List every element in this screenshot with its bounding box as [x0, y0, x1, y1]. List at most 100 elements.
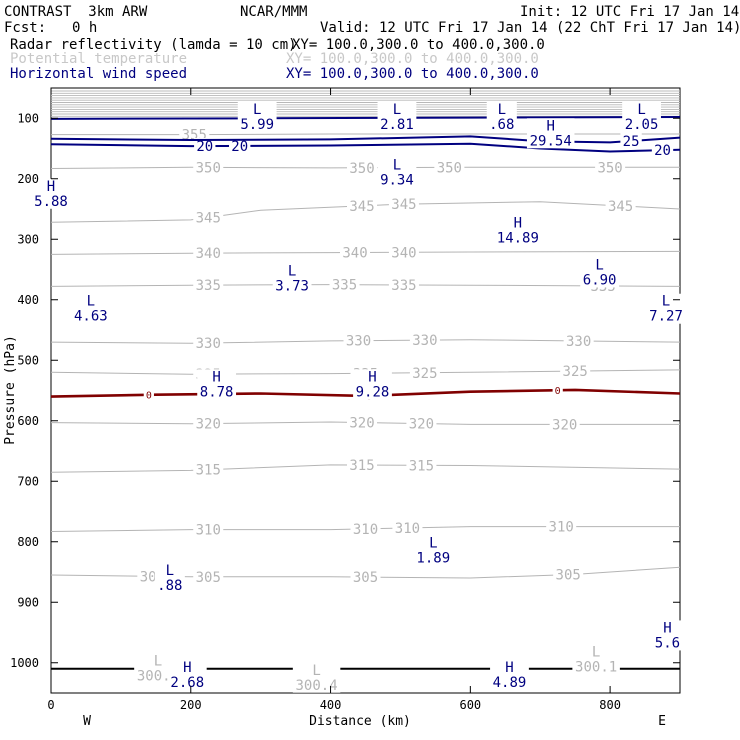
- extremum-value: 14.89: [497, 231, 539, 247]
- extremum-label-bg: [237, 101, 277, 132]
- theta-contour-label-bg: [346, 457, 378, 474]
- theta-contour-label-340: 340: [342, 245, 367, 261]
- theta-contour-label-320: 320: [409, 417, 434, 433]
- extremum-value: 300.4: [295, 678, 337, 694]
- wind-contour-label-bg: [229, 137, 251, 154]
- y-tick-label: 1000: [10, 656, 39, 670]
- extremum-value: 2.05: [625, 117, 659, 133]
- theta-contour-label-310: 310: [395, 521, 420, 537]
- extremum-marker-L: L: [662, 294, 670, 310]
- wind-contour-label-20: 20: [231, 139, 248, 155]
- forecast-hour: 0 h: [72, 20, 98, 36]
- theta-contour-label-bg: [553, 566, 584, 583]
- field-xy-theta: XY= 100.0,300.0 to 400.0,300.0: [286, 51, 539, 67]
- init-time: Init: 12 UTC Fri 17 Jan 14: [520, 4, 740, 20]
- extremum-marker-H: H: [546, 118, 554, 134]
- wind-contour-label-bg: [620, 132, 642, 149]
- extremum-label-bg: [71, 293, 111, 324]
- theta-contour-label-bg: [350, 569, 381, 586]
- y-tick-label: 800: [17, 535, 39, 549]
- theta-contour-label-bg: [193, 461, 224, 478]
- extremum-label-bg: [580, 257, 620, 288]
- theta-contour-label-bg: [406, 457, 437, 474]
- extremum-marker-L: L: [253, 102, 261, 118]
- theta-contour-label-305: 305: [196, 570, 221, 586]
- extremum-marker-L: L: [87, 294, 95, 310]
- extremum-marker-L: L: [393, 102, 401, 118]
- theta-contour-label-bg: [560, 363, 591, 380]
- extremum-label-bg: [272, 263, 312, 294]
- y-tick-label: 700: [17, 474, 39, 488]
- wind-contour-label-20: 20: [196, 139, 213, 155]
- theta-contour-label-320: 320: [349, 416, 374, 432]
- zero-contour-label-0: 0: [146, 390, 152, 401]
- y-tick-label: 400: [17, 293, 39, 307]
- extremum-value: 8.78: [200, 384, 234, 400]
- zero-contour-label-0: 0: [555, 386, 561, 397]
- theta-contour-label-bg: [193, 159, 224, 176]
- theta-contour-label-330: 330: [196, 336, 221, 352]
- extremum-marker-L: L: [312, 663, 320, 679]
- extremum-label-bg: [292, 662, 341, 693]
- y-tick-label: 600: [17, 414, 39, 428]
- extremum-value: 4.89: [493, 675, 527, 691]
- extremum-label-bg: [31, 178, 71, 209]
- theta-contour-label-350: 350: [437, 160, 462, 176]
- field-xy-wind: XY= 100.0,300.0 to 400.0,300.0: [286, 66, 539, 82]
- extremum-value: 9.28: [356, 384, 390, 400]
- extremum-marker-L: L: [592, 645, 600, 661]
- theta-contour-label-bg: [406, 415, 437, 432]
- theta-contour-label-bg: [193, 335, 224, 352]
- wind-contour-label-bg: [194, 138, 216, 155]
- theta-contour-label-320: 320: [552, 417, 577, 433]
- extremum-marker-H: H: [505, 660, 513, 676]
- theta-contour-label-bg: [549, 416, 580, 433]
- theta-contour-label-305: 305: [556, 568, 581, 584]
- theta-contour-label-330: 330: [412, 333, 437, 349]
- theta-contour-line-315: [50, 464, 681, 473]
- theta-contour-label-bg: [605, 197, 636, 214]
- theta-contour-label-330: 330: [346, 334, 371, 350]
- extrema-labels: L5.99L2.81L.68L2.05H29.54L9.34H5.88H14.8…: [31, 101, 686, 694]
- theta-contour-line-310: [50, 526, 680, 532]
- theta-contour-label-bg: [392, 519, 423, 536]
- theta-contour-label-335: 335: [391, 278, 416, 294]
- extremum-label-bg: [572, 644, 620, 675]
- theta-contour-label-bg: [193, 415, 224, 432]
- extremum-marker-L: L: [288, 263, 296, 279]
- field-xy-reflectivity: XY= 100.0,300.0 to 400.0,300.0: [292, 37, 545, 53]
- extremum-marker-L: L: [154, 654, 162, 670]
- theta-contour-label-315: 315: [349, 458, 374, 474]
- theta-contour-label-bg: [346, 159, 378, 176]
- extremum-label-bg: [154, 562, 185, 593]
- theta-contour-label-350: 350: [597, 160, 622, 176]
- theta-contour-label-315: 315: [409, 458, 434, 474]
- extremum-value: 6.90: [583, 272, 617, 288]
- field-name-reflectivity: Radar reflectivity (lamda = 10 cm): [10, 37, 297, 53]
- y-tick-label: 500: [17, 353, 39, 367]
- extremum-label-bg: [526, 118, 575, 149]
- forecast-label: Fcst:: [4, 20, 47, 36]
- field-name-theta: Potential temperature: [10, 51, 188, 67]
- extremum-marker-H: H: [47, 179, 55, 195]
- extremum-label-bg: [167, 659, 207, 690]
- theta-contour-label-310: 310: [353, 522, 378, 538]
- extremum-label-bg: [486, 101, 517, 132]
- theta-contour-label-325: 325: [412, 366, 437, 382]
- extremum-label-bg: [494, 215, 542, 246]
- extremum-label-bg: [490, 659, 529, 690]
- zero-contour-label-bg: [143, 388, 154, 401]
- extremum-value: 300.1: [575, 660, 617, 676]
- theta-contour-line-350: [50, 166, 680, 169]
- model-title: CONTRAST 3km ARW: [4, 4, 148, 20]
- extremum-label-bg: [622, 101, 661, 132]
- extremum-value: 29.54: [530, 133, 572, 149]
- extremum-value: .88: [157, 578, 182, 594]
- extremum-label-bg: [646, 293, 686, 324]
- extremum-marker-L: L: [166, 563, 174, 579]
- extremum-label-bg: [377, 101, 417, 132]
- extremum-marker-H: H: [183, 660, 191, 676]
- theta-contour-label-bg: [329, 276, 360, 293]
